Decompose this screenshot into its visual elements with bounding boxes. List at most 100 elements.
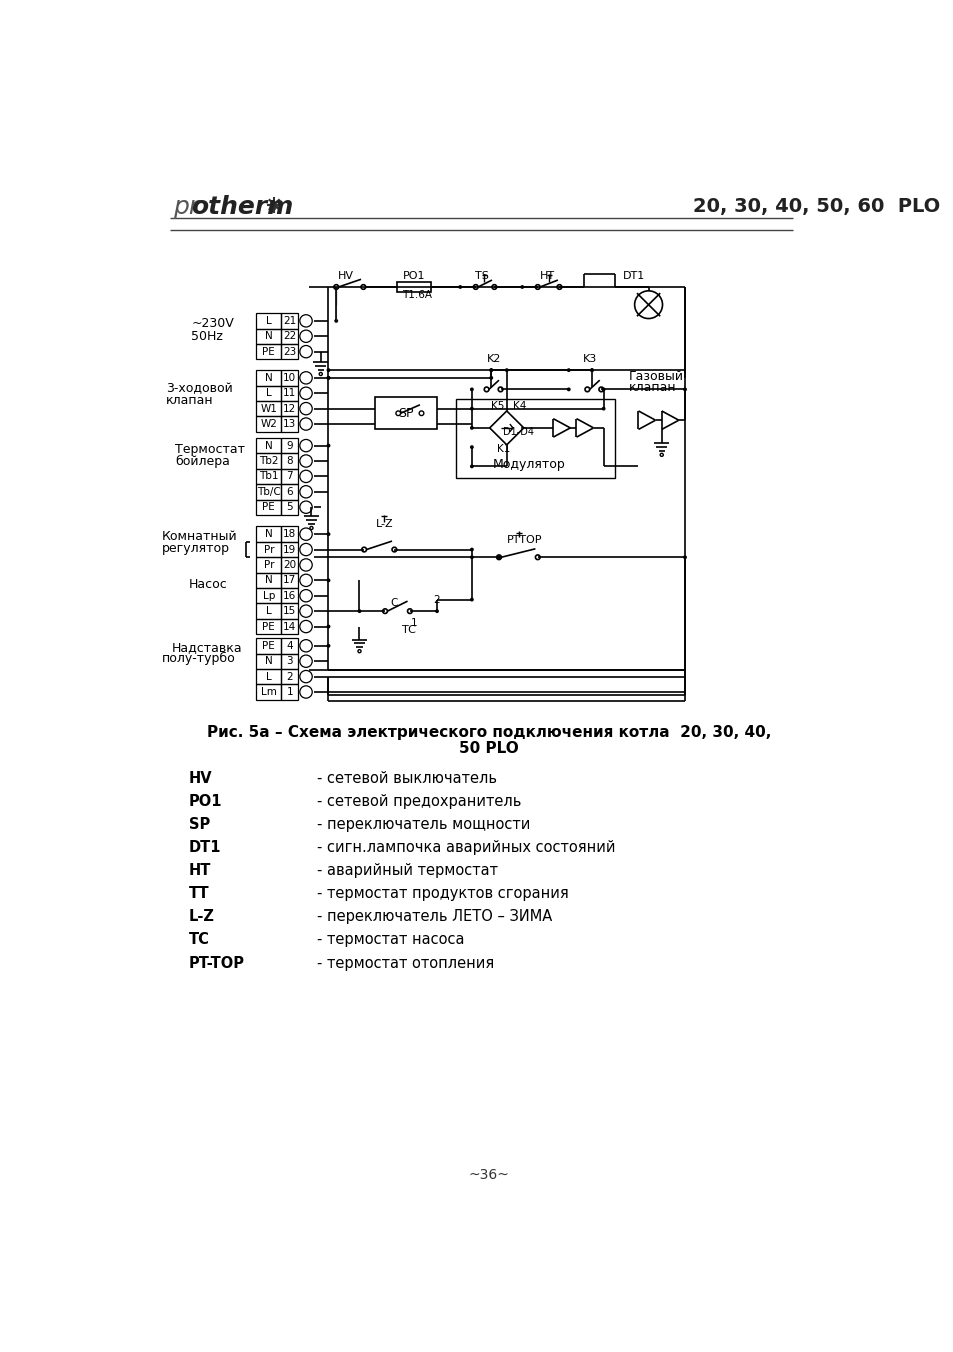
Text: N: N: [265, 441, 273, 450]
Circle shape: [299, 485, 312, 498]
Text: 22: 22: [283, 331, 296, 341]
Circle shape: [418, 411, 423, 415]
Text: PE: PE: [262, 346, 274, 357]
Bar: [281, 684, 298, 700]
Bar: [256, 638, 281, 653]
Bar: [256, 416, 281, 431]
Text: - сигн.лампочка аварийных состояний: - сигн.лампочка аварийных состояний: [316, 840, 615, 854]
Circle shape: [497, 554, 500, 560]
Circle shape: [326, 644, 330, 648]
Bar: [256, 542, 281, 557]
Text: 11: 11: [283, 388, 296, 399]
Text: 1: 1: [286, 687, 293, 698]
Text: - сетевой предохранитель: - сетевой предохранитель: [316, 794, 520, 808]
Circle shape: [659, 453, 662, 457]
Text: 18: 18: [283, 529, 296, 539]
Text: Комнатный: Комнатный: [162, 530, 237, 544]
Text: - термостат насоса: - термостат насоса: [316, 933, 464, 948]
Circle shape: [470, 548, 474, 552]
Text: HT: HT: [189, 863, 212, 879]
Text: D1-D4: D1-D4: [502, 427, 534, 437]
Circle shape: [299, 529, 312, 541]
Bar: [256, 588, 281, 603]
Circle shape: [470, 556, 474, 560]
Text: 50Hz: 50Hz: [192, 330, 223, 343]
Text: L: L: [266, 388, 272, 399]
Circle shape: [484, 387, 488, 392]
Bar: [375, 397, 436, 430]
Circle shape: [470, 388, 474, 391]
Text: полу-турбо: полу-турбо: [162, 653, 235, 665]
Circle shape: [598, 387, 603, 392]
Bar: [281, 402, 298, 416]
Text: - переключатель ЛЕТО – ЗИМА: - переключатель ЛЕТО – ЗИМА: [316, 910, 552, 925]
Bar: [281, 416, 298, 431]
Text: N: N: [265, 373, 273, 383]
Circle shape: [299, 671, 312, 683]
Text: ~36~: ~36~: [468, 1168, 509, 1182]
Text: SP: SP: [189, 817, 210, 831]
Circle shape: [299, 604, 312, 618]
Bar: [256, 469, 281, 484]
Bar: [256, 438, 281, 453]
Text: K3: K3: [582, 354, 597, 364]
Bar: [456, 399, 615, 479]
Circle shape: [361, 548, 366, 552]
Circle shape: [299, 470, 312, 483]
Circle shape: [299, 454, 312, 468]
Text: - термостат отопления: - термостат отопления: [316, 956, 494, 971]
Text: TT: TT: [189, 887, 210, 902]
Bar: [281, 573, 298, 588]
Text: Pr: Pr: [263, 545, 274, 554]
Circle shape: [299, 575, 312, 587]
Bar: [281, 453, 298, 469]
Bar: [256, 402, 281, 416]
Bar: [256, 329, 281, 343]
Circle shape: [299, 346, 312, 358]
Bar: [281, 370, 298, 385]
Bar: [281, 526, 298, 542]
Text: N: N: [265, 656, 273, 667]
Text: 20, 30, 40, 50, 60  PLO: 20, 30, 40, 50, 60 PLO: [692, 197, 939, 216]
Text: T1.6A: T1.6A: [402, 289, 432, 300]
Circle shape: [299, 502, 312, 514]
Text: клапан: клапан: [166, 393, 213, 407]
Circle shape: [590, 368, 594, 372]
Circle shape: [682, 556, 686, 560]
Bar: [256, 484, 281, 499]
Text: K5: K5: [491, 402, 504, 411]
Text: PE: PE: [262, 622, 274, 631]
Circle shape: [470, 407, 474, 411]
Text: 21: 21: [283, 316, 296, 326]
Text: Pr: Pr: [263, 560, 274, 571]
Circle shape: [601, 407, 605, 411]
Circle shape: [326, 625, 330, 629]
Text: HT: HT: [539, 272, 555, 281]
Text: 3: 3: [286, 656, 293, 667]
Bar: [281, 469, 298, 484]
Bar: [281, 557, 298, 573]
Circle shape: [299, 558, 312, 571]
Text: K1: K1: [497, 443, 510, 454]
Text: регулятор: регулятор: [162, 542, 230, 554]
Text: PT-TOP: PT-TOP: [189, 956, 245, 971]
Circle shape: [470, 445, 474, 449]
Bar: [396, 281, 431, 292]
Circle shape: [519, 285, 523, 289]
Text: L-Z: L-Z: [375, 519, 393, 529]
Text: L: L: [266, 672, 272, 681]
Circle shape: [470, 426, 474, 430]
Text: 7: 7: [286, 472, 293, 481]
Bar: [281, 438, 298, 453]
Text: Газовый: Газовый: [629, 370, 683, 383]
Text: DT1: DT1: [622, 272, 644, 281]
Bar: [256, 314, 281, 329]
Circle shape: [489, 368, 493, 372]
Text: 4: 4: [286, 641, 293, 650]
Bar: [281, 314, 298, 329]
Circle shape: [326, 376, 330, 380]
Circle shape: [584, 387, 589, 392]
Bar: [281, 669, 298, 684]
Text: 2: 2: [434, 595, 440, 604]
Text: L: L: [266, 316, 272, 326]
